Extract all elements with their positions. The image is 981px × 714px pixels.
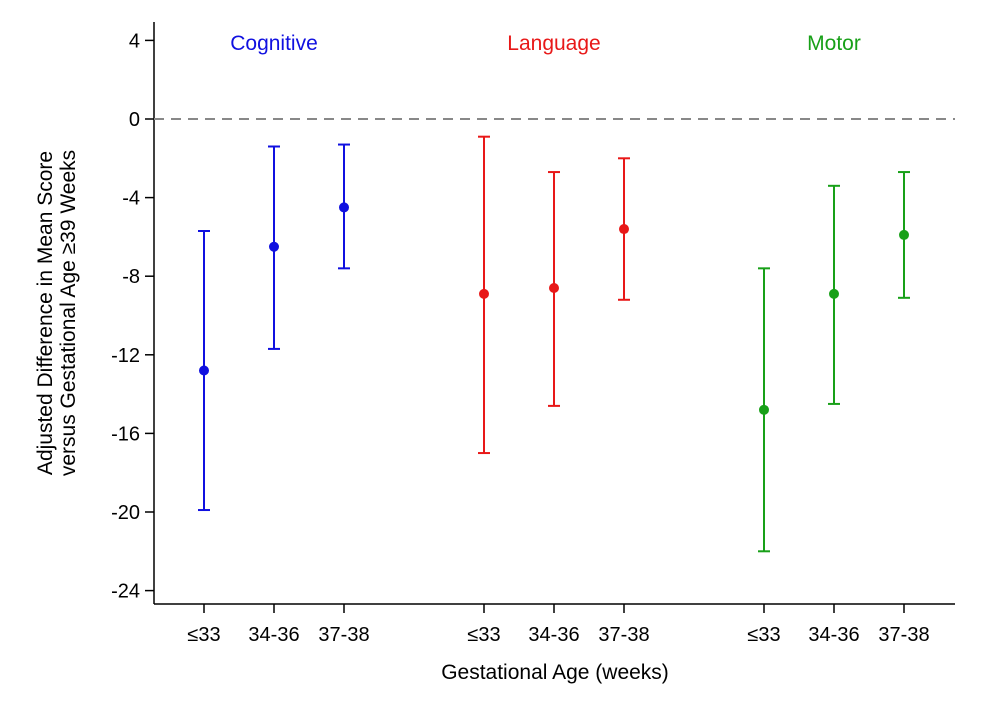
y-tick-label: -24	[111, 581, 140, 603]
group-label-language: Language	[507, 32, 600, 55]
data-marks	[198, 135, 910, 553]
x-tick-label: 37-38	[878, 624, 929, 646]
y-tick-label: 0	[129, 109, 140, 131]
y-tick-label: -12	[111, 345, 140, 367]
y-tick-label: 4	[129, 30, 140, 52]
point-estimate	[339, 202, 349, 213]
point-estimate	[479, 288, 489, 299]
point-estimate	[199, 365, 209, 376]
point-estimate	[549, 282, 559, 293]
axes: 4 0 -4 -8 -12 -16 -20 -24 ≤33 34-36 37-38 ≤33 34-36 3…	[111, 22, 955, 646]
x-tick-label: 34-36	[528, 624, 579, 646]
point-estimate	[619, 224, 629, 235]
x-tick-label: 37-38	[598, 624, 649, 646]
group-label-motor: Motor	[807, 32, 861, 55]
x-tick-label: ≤33	[747, 624, 780, 646]
y-axis-title-line: versus Gestational Age ≥39 Weeks	[57, 150, 80, 476]
y-tick-label: -4	[122, 188, 140, 210]
x-tick-label: ≤33	[187, 624, 220, 646]
y-tick-label: -20	[111, 502, 140, 524]
labels: Cognitive Language Motor Gestational Age (w…	[34, 32, 861, 684]
y-axis-title-line: Adjusted Difference in Mean Score	[34, 151, 57, 475]
y-tick-label: -16	[111, 423, 140, 445]
point-estimate	[899, 229, 909, 240]
point-estimate	[269, 241, 279, 252]
y-axis-title: Adjusted Difference in Mean Scoreversus …	[34, 150, 80, 476]
x-tick-label: 34-36	[808, 624, 859, 646]
x-axis-title: Gestational Age (weeks)	[441, 661, 669, 684]
point-estimate	[829, 288, 839, 299]
point-estimate	[759, 404, 769, 415]
x-tick-label: ≤33	[467, 624, 500, 646]
x-tick-label: 34-36	[248, 624, 299, 646]
group-label-cognitive: Cognitive	[230, 32, 318, 55]
y-tick-label: -8	[122, 266, 140, 288]
x-tick-label: 37-38	[318, 624, 369, 646]
